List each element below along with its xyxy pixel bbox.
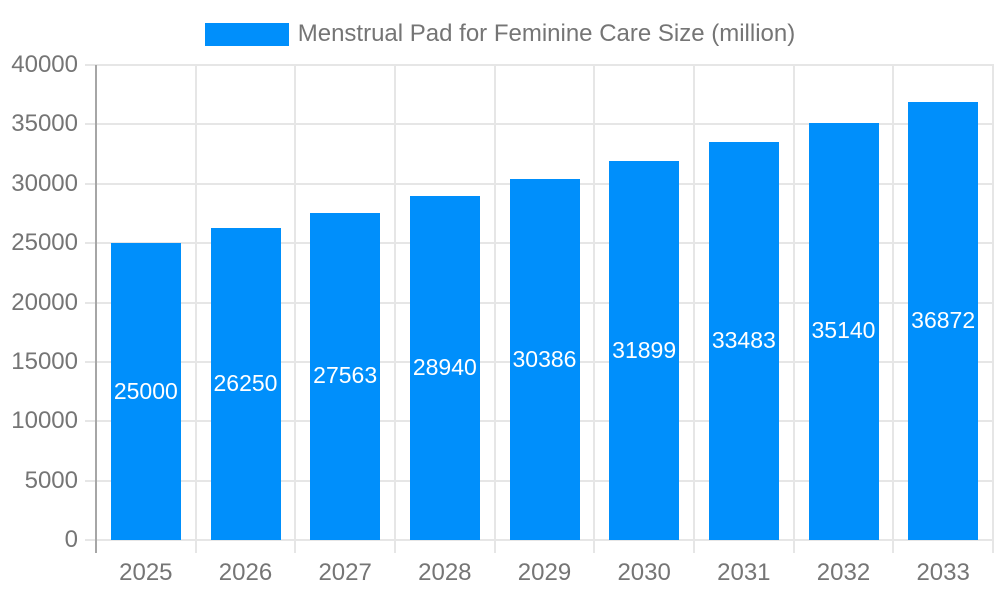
bar-value-label: 35140 bbox=[811, 317, 876, 344]
bar-value-label: 31899 bbox=[612, 336, 677, 363]
bar-value-label: 30386 bbox=[512, 345, 577, 372]
bar[interactable] bbox=[310, 212, 381, 540]
bar-value-label: 28940 bbox=[412, 354, 477, 381]
v-gridline bbox=[992, 65, 994, 553]
h-gridline bbox=[85, 123, 994, 126]
bar[interactable] bbox=[708, 142, 779, 540]
x-tick-label: 2031 bbox=[717, 559, 771, 586]
legend-swatch bbox=[204, 22, 289, 46]
legend-label: Menstrual Pad for Feminine Care Size (mi… bbox=[297, 20, 796, 47]
x-tick-label: 2032 bbox=[816, 559, 871, 586]
v-gridline bbox=[792, 65, 795, 553]
x-tick-label: 2030 bbox=[617, 559, 671, 586]
bar-value-label: 33483 bbox=[711, 327, 776, 354]
bar[interactable] bbox=[908, 102, 979, 540]
bar-value-label: 36872 bbox=[911, 307, 976, 334]
y-tick-label: 0 bbox=[64, 526, 78, 553]
h-gridline bbox=[85, 64, 994, 66]
y-axis-line bbox=[95, 65, 97, 553]
legend[interactable]: Menstrual Pad for Feminine Care Size (mi… bbox=[0, 20, 1000, 48]
bar[interactable] bbox=[210, 228, 281, 540]
x-tick-label: 2028 bbox=[418, 559, 472, 586]
y-tick-label: 35000 bbox=[11, 110, 78, 138]
bar-value-label: 25000 bbox=[113, 377, 178, 404]
x-tick-label: 2027 bbox=[318, 559, 372, 586]
v-gridline bbox=[693, 65, 695, 553]
y-tick-label: 40000 bbox=[11, 51, 78, 78]
y-tick-label: 15000 bbox=[11, 347, 78, 375]
bar[interactable] bbox=[808, 122, 879, 540]
x-tick-label: 2026 bbox=[218, 559, 273, 586]
bar-value-label: 26250 bbox=[213, 370, 278, 397]
bar-value-label: 27563 bbox=[313, 362, 378, 389]
y-tick-label: 25000 bbox=[11, 229, 78, 257]
y-tick-label: 5000 bbox=[24, 466, 78, 494]
bar[interactable] bbox=[609, 161, 680, 540]
bar[interactable] bbox=[409, 196, 480, 540]
v-gridline bbox=[194, 65, 197, 553]
x-tick-label: 2029 bbox=[517, 559, 572, 586]
v-gridline bbox=[593, 65, 596, 553]
x-tick-label: 2025 bbox=[119, 559, 173, 586]
bar[interactable] bbox=[509, 179, 580, 540]
h-gridline bbox=[85, 539, 994, 541]
v-gridline bbox=[493, 65, 496, 553]
v-gridline bbox=[294, 65, 297, 553]
y-tick-label: 30000 bbox=[11, 169, 78, 197]
y-tick-label: 20000 bbox=[11, 288, 78, 316]
v-gridline bbox=[394, 65, 396, 553]
bar[interactable] bbox=[110, 243, 181, 540]
y-tick-label: 10000 bbox=[11, 407, 78, 435]
v-gridline bbox=[892, 65, 895, 553]
x-tick-label: 2033 bbox=[916, 559, 970, 586]
